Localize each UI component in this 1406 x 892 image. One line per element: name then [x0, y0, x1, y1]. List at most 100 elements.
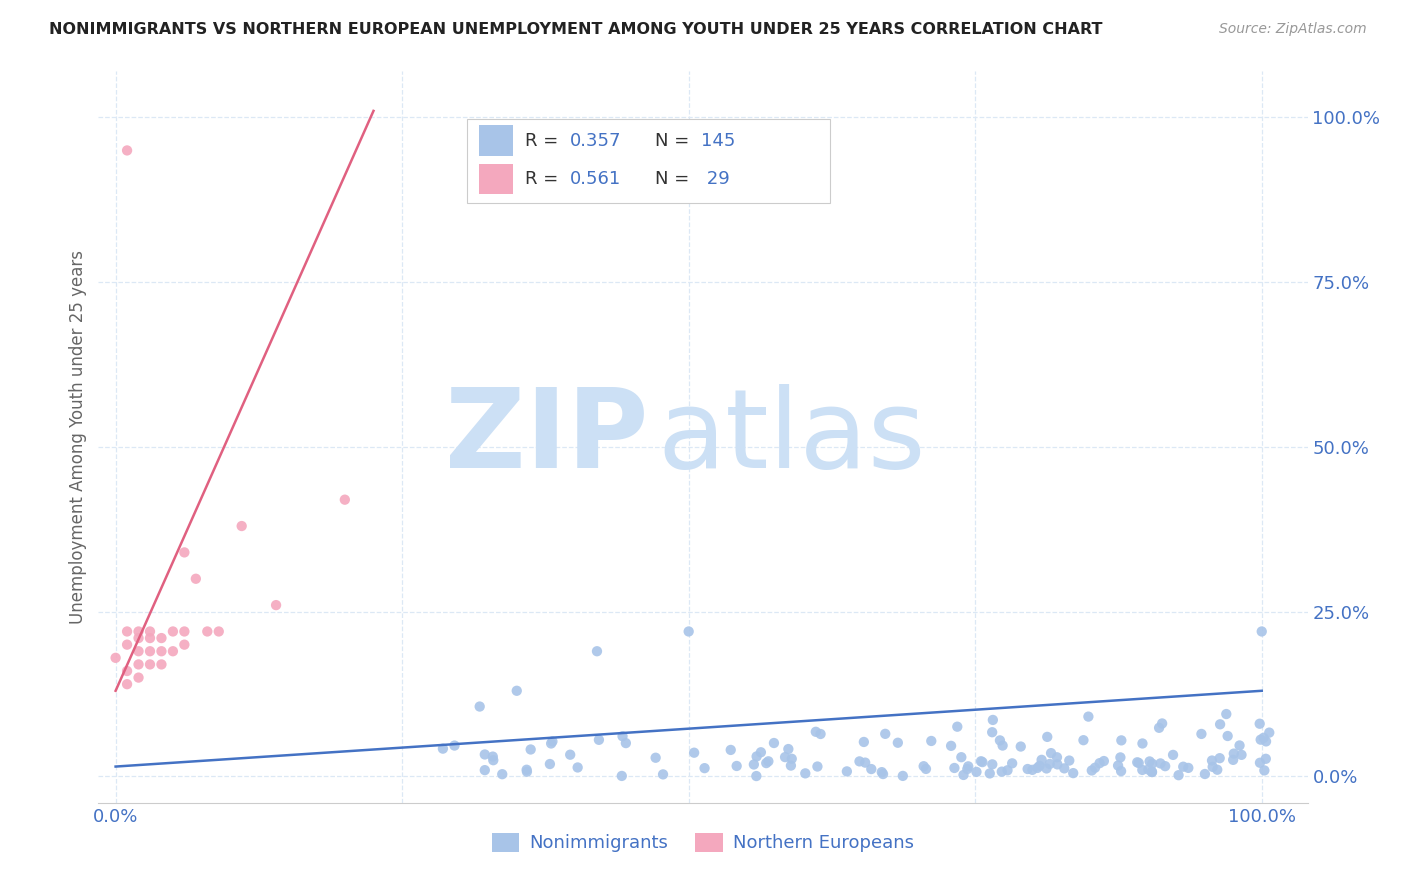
Point [208, 624, 231, 639]
Point [981, 757, 1004, 772]
Point [1189, 727, 1212, 741]
Point [516, 763, 538, 777]
Point [1201, 760, 1223, 774]
Point [990, 764, 1012, 779]
Point [745, 749, 768, 764]
Point [139, 631, 162, 645]
Point [516, 764, 538, 779]
Point [1109, 764, 1132, 778]
Point [150, 657, 173, 672]
Point [173, 624, 195, 639]
Point [474, 747, 496, 762]
Point [115, 144, 138, 158]
Point [762, 736, 785, 750]
Point [720, 743, 742, 757]
Point [1107, 758, 1129, 772]
Point [150, 644, 173, 658]
Point [773, 750, 796, 764]
Point [1161, 747, 1184, 762]
Point [852, 735, 875, 749]
Point [1062, 766, 1084, 780]
Point [1140, 765, 1163, 780]
Point [860, 762, 883, 776]
Text: N =: N = [655, 132, 695, 150]
Point [939, 739, 962, 753]
Point [853, 756, 876, 770]
Point [1177, 761, 1199, 775]
Point [952, 768, 974, 782]
Point [991, 739, 1014, 753]
Text: R =: R = [526, 169, 564, 188]
Point [1092, 754, 1115, 768]
Point [950, 750, 973, 764]
Point [184, 572, 207, 586]
Point [1059, 754, 1081, 768]
Point [912, 759, 935, 773]
Point [1081, 764, 1104, 778]
Point [1254, 752, 1277, 766]
Point [804, 724, 827, 739]
Point [231, 519, 253, 533]
Text: N =: N = [655, 169, 695, 188]
Point [128, 624, 150, 639]
Point [988, 733, 1011, 747]
Point [586, 644, 609, 658]
Point [1001, 756, 1024, 771]
Point [1209, 717, 1232, 731]
Text: NONIMMIGRANTS VS NORTHERN EUROPEAN UNEMPLOYMENT AMONG YOUTH UNDER 25 YEARS CORRE: NONIMMIGRANTS VS NORTHERN EUROPEAN UNEMP… [49, 22, 1102, 37]
Text: atlas: atlas [657, 384, 925, 491]
Point [173, 638, 195, 652]
Point [173, 545, 195, 559]
Point [333, 492, 356, 507]
Point [195, 624, 218, 639]
Point [1173, 760, 1195, 774]
Point [115, 624, 138, 639]
Point [482, 753, 505, 767]
Point [506, 683, 529, 698]
Point [1128, 756, 1150, 770]
Point [162, 644, 184, 658]
Point [1010, 739, 1032, 754]
Point [806, 759, 828, 773]
Text: Source: ZipAtlas.com: Source: ZipAtlas.com [1219, 22, 1367, 37]
Point [443, 739, 465, 753]
Point [848, 755, 870, 769]
Point [1053, 761, 1076, 775]
Point [1039, 756, 1062, 771]
Point [725, 759, 748, 773]
Point [560, 747, 582, 762]
Point [920, 734, 942, 748]
Point [693, 761, 716, 775]
Point [1130, 763, 1153, 777]
Point [1201, 754, 1223, 768]
Point [943, 761, 966, 775]
Point [541, 734, 564, 748]
Point [1109, 750, 1132, 764]
Point [972, 755, 994, 769]
Point [491, 767, 513, 781]
Point [538, 757, 561, 772]
Point [1028, 759, 1050, 773]
Point [835, 764, 858, 779]
Point [1215, 706, 1237, 721]
Point [966, 764, 988, 779]
Point [749, 745, 772, 759]
Point [742, 757, 765, 772]
Point [115, 677, 138, 691]
Point [128, 671, 150, 685]
Point [1017, 762, 1039, 776]
Point [567, 760, 589, 774]
Point [1035, 762, 1057, 776]
Point [1230, 747, 1253, 762]
Point [1258, 725, 1281, 739]
Point [610, 769, 633, 783]
Point [1206, 763, 1229, 777]
Point [981, 725, 1004, 739]
Text: 0.357: 0.357 [569, 132, 621, 150]
Point [468, 699, 491, 714]
Point [778, 742, 800, 756]
Point [870, 765, 893, 780]
Point [1046, 750, 1069, 764]
Point [1111, 733, 1133, 747]
Point [1154, 759, 1177, 773]
